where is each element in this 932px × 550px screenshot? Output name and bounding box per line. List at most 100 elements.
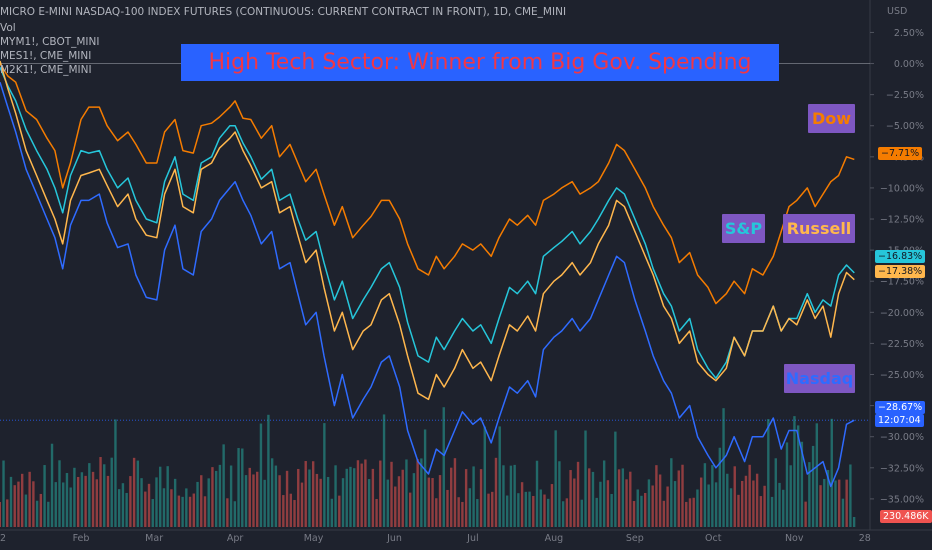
volume-bar — [0, 502, 2, 527]
volume-bar — [401, 469, 404, 527]
volume-bar — [289, 493, 292, 527]
volume-bar — [636, 489, 639, 527]
volume-bar — [91, 471, 95, 527]
volume-bar — [834, 480, 837, 527]
x-tick-label: Aug — [545, 533, 564, 544]
volume-bar — [203, 496, 207, 527]
volume-bar — [136, 460, 140, 527]
volume-bar — [770, 496, 774, 527]
volume-bar — [267, 414, 270, 527]
volume-bar — [144, 491, 147, 527]
volume-bar — [285, 470, 289, 527]
volume-bar — [569, 470, 572, 527]
volume-bar — [300, 482, 304, 527]
volume-bar — [192, 493, 195, 527]
volume-bar — [789, 465, 792, 527]
volume-bar — [576, 461, 580, 527]
volume-bar — [591, 471, 595, 527]
y-tick-label: −30.00% — [880, 432, 924, 443]
volume-bar — [237, 448, 240, 527]
series-line-sp — [0, 67, 855, 379]
volume-bar — [408, 492, 412, 527]
volume-bar — [498, 426, 501, 527]
volume-bar — [487, 493, 490, 527]
volume-bar — [640, 495, 643, 527]
currency-label: USD — [887, 6, 908, 17]
volume-bar — [110, 457, 113, 527]
volume-bar — [73, 467, 76, 527]
volume-bar — [528, 491, 531, 527]
volume-bar — [625, 479, 628, 527]
volume-bar — [412, 473, 416, 527]
volume-bar — [13, 485, 16, 527]
volume-bar — [479, 469, 483, 527]
volume-bar — [379, 460, 382, 527]
chart-title-banner: High Tech Sector: Winner from Big Gov. S… — [181, 44, 779, 81]
volume-bar — [103, 464, 106, 527]
volume-bar — [270, 458, 274, 527]
volume-bar — [121, 483, 125, 527]
volume-bar — [20, 473, 24, 527]
volume-bar — [584, 430, 587, 527]
volume-bar — [170, 489, 173, 527]
volume-bar — [476, 499, 479, 527]
volume-bar — [117, 489, 121, 527]
volume-bar — [140, 478, 143, 527]
volume-bar — [386, 479, 389, 527]
volume-bar — [688, 498, 692, 527]
volume-bar — [211, 467, 214, 527]
volume-bar — [229, 465, 233, 527]
volume-bar — [752, 480, 755, 527]
bar-countdown: 12:07:04 — [875, 414, 924, 427]
volume-bar — [293, 500, 296, 527]
y-tick-label: −35.00% — [880, 494, 924, 505]
volume-bar — [453, 458, 457, 527]
y-tick-label: −25.00% — [880, 370, 924, 381]
volume-bar — [17, 481, 20, 527]
volume-bar — [614, 431, 617, 527]
volume-bar — [718, 447, 722, 527]
volume-bars — [0, 407, 856, 527]
volume-bar — [162, 488, 166, 527]
volume-bar — [651, 485, 654, 527]
volume-bar — [491, 491, 494, 527]
volume-bar — [185, 488, 188, 527]
compare-legend-sp: MES1!, CME_MINI — [0, 50, 92, 62]
volume-bar — [655, 465, 658, 527]
volume-bar — [375, 498, 378, 527]
series-line-dow — [0, 63, 855, 305]
volume-bar — [256, 471, 259, 527]
label-nasdaq: Nasdaq — [784, 364, 855, 393]
volume-bar — [43, 465, 46, 527]
time-axis[interactable]: 22 Feb Mar Apr May Jun Jul Aug Sep Oct Nov 28 — [0, 533, 871, 544]
volume-bar — [741, 480, 744, 527]
volume-bar — [323, 423, 326, 527]
volume-bar — [729, 488, 733, 527]
volume-bar — [823, 478, 826, 527]
volume-bar — [778, 482, 781, 527]
volume-bar — [621, 468, 625, 527]
volume-bar — [796, 425, 800, 527]
series-line-nasdaq — [0, 81, 855, 488]
volume-bar — [524, 491, 528, 527]
label-sp: S&P — [722, 214, 765, 243]
volume-bar — [218, 464, 222, 527]
volume-bar — [658, 474, 662, 527]
volume-bar — [345, 468, 348, 527]
volume-bar — [166, 466, 169, 527]
y-tick-label: −20.00% — [880, 308, 924, 319]
volume-bar — [416, 459, 419, 527]
volume-bar — [450, 467, 453, 527]
volume-bar — [311, 461, 315, 527]
volume-bar — [35, 500, 39, 527]
volume-bar — [588, 468, 591, 527]
volume-bar — [811, 445, 815, 527]
compare-legend-dow: MYM1!, CBOT_MINI — [0, 36, 100, 48]
volume-bar — [826, 470, 830, 527]
volume-bar — [520, 482, 524, 527]
volume-bar — [69, 487, 72, 527]
volume-bar — [722, 408, 725, 527]
volume-bar — [446, 489, 449, 527]
x-tick-label: Nov — [785, 533, 804, 544]
